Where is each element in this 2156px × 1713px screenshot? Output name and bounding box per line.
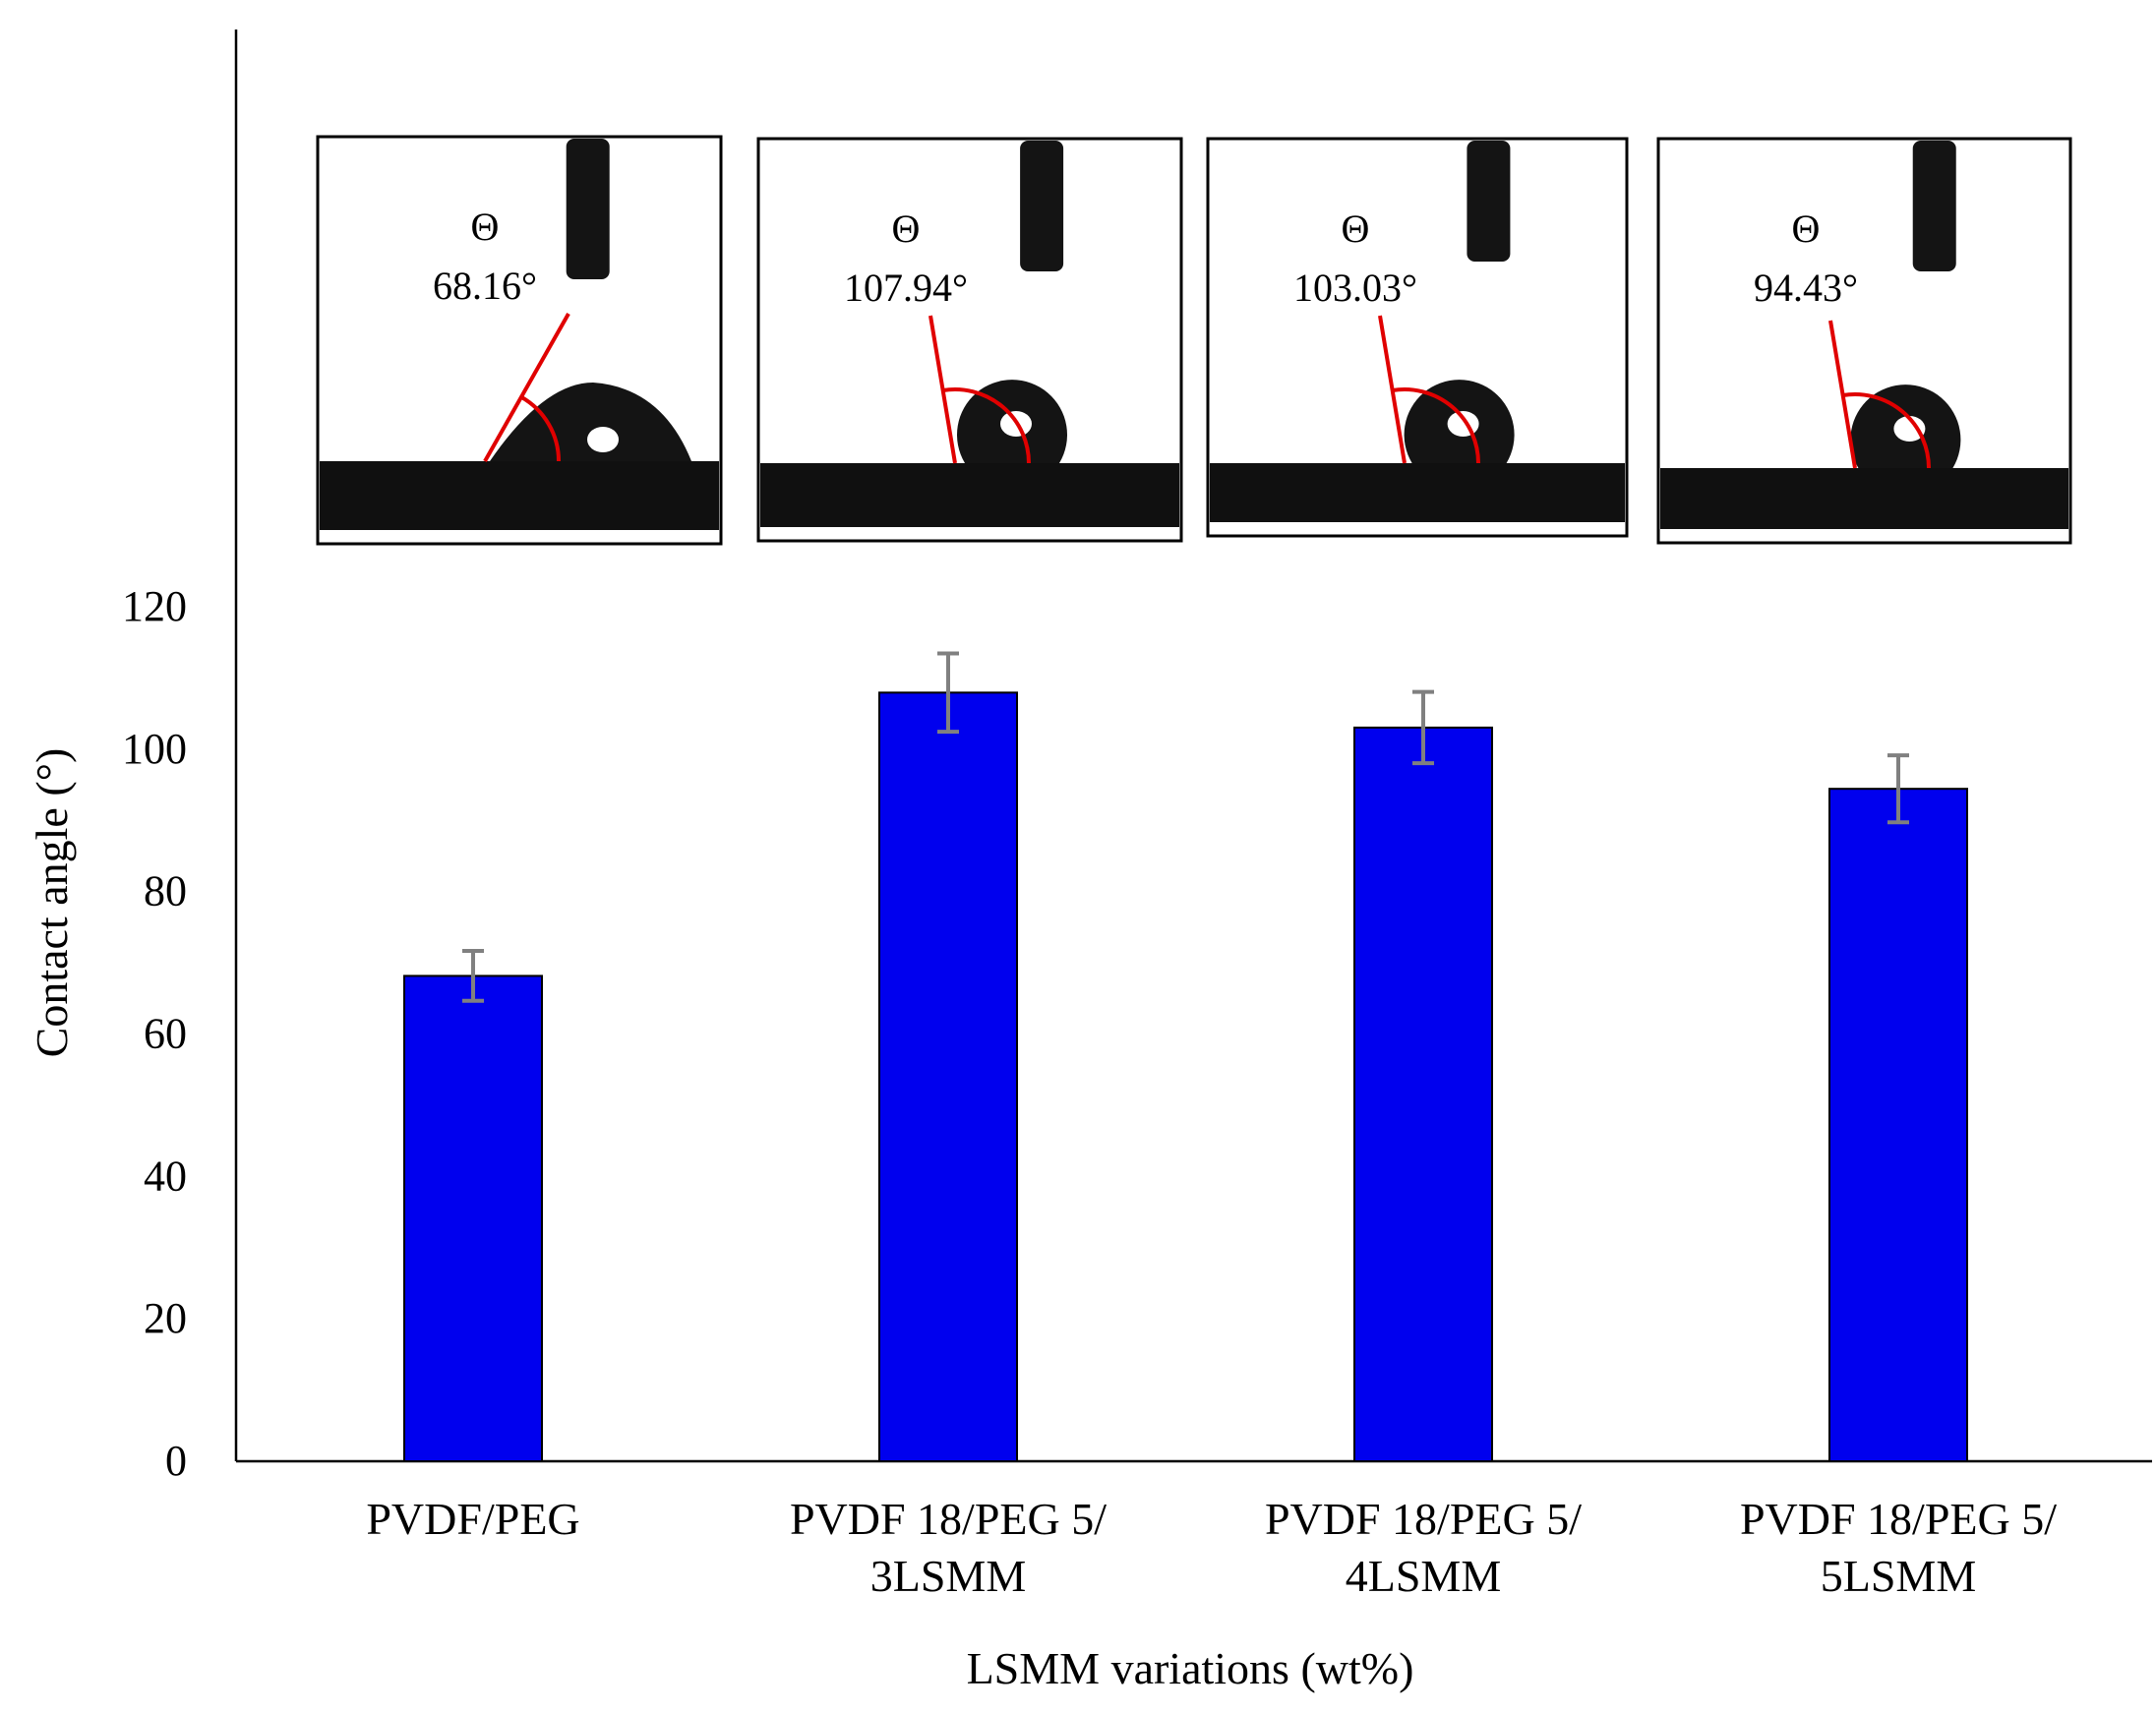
x-tick-label: PVDF/PEG xyxy=(366,1494,579,1544)
droplet-inset: Θ 103.03° xyxy=(1206,137,1629,538)
y-tick-labels: 0 20 40 60 80 100 120 xyxy=(122,582,187,1485)
bar xyxy=(1353,726,1493,1462)
droplet-inset: Θ 68.16° xyxy=(316,135,723,546)
contact-angle-label: 68.16° xyxy=(433,264,537,308)
bar xyxy=(1828,788,1968,1462)
contact-angle-label: 103.03° xyxy=(1293,266,1417,310)
y-tick-label: 0 xyxy=(165,1437,187,1485)
x-tick-label: PVDF 18/PEG 5/ xyxy=(790,1494,1107,1544)
contact-angle-label: 107.94° xyxy=(844,266,968,310)
x-tick-label: 5LSMM xyxy=(1821,1551,1976,1601)
error-bar xyxy=(1887,753,1909,825)
bar xyxy=(403,975,543,1463)
theta-symbol: Θ xyxy=(471,205,500,249)
error-bar xyxy=(1412,689,1434,766)
y-axis-title: Contact angle (°) xyxy=(27,748,77,1058)
y-tick-label: 80 xyxy=(144,867,187,916)
droplet-inset: Θ 107.94° xyxy=(756,137,1183,543)
error-bar xyxy=(937,651,959,735)
y-tick-label: 20 xyxy=(144,1294,187,1342)
x-tick-label: 3LSMM xyxy=(870,1551,1026,1601)
x-tick-label: 4LSMM xyxy=(1346,1551,1501,1601)
droplet-inset: Θ 94.43° xyxy=(1656,137,2072,545)
theta-symbol: Θ xyxy=(892,207,921,251)
contact-angle-label: 94.43° xyxy=(1754,266,1858,310)
x-axis-title: LSMM variations (wt%) xyxy=(967,1643,1414,1693)
y-tick-label: 60 xyxy=(144,1010,187,1058)
bar xyxy=(878,691,1018,1462)
droplet-image-insets: Θ 68.16° Θ 107.94° Θ 103.03° Θ 94.43° xyxy=(316,135,2072,546)
error-bars xyxy=(462,651,1909,1003)
theta-symbol: Θ xyxy=(1342,207,1370,251)
y-tick-label: 40 xyxy=(144,1152,187,1200)
y-tick-label: 120 xyxy=(122,582,187,630)
x-tick-label: PVDF 18/PEG 5/ xyxy=(1740,1494,2057,1544)
y-tick-label: 100 xyxy=(122,725,187,773)
x-category-labels: PVDF/PEG PVDF 18/PEG 5/3LSMM PVDF 18/PEG 5… xyxy=(366,1494,2057,1601)
bar-series xyxy=(403,691,1968,1463)
theta-symbol: Θ xyxy=(1792,207,1821,251)
x-tick-label: PVDF 18/PEG 5/ xyxy=(1265,1494,1582,1544)
error-bar xyxy=(462,949,484,1003)
